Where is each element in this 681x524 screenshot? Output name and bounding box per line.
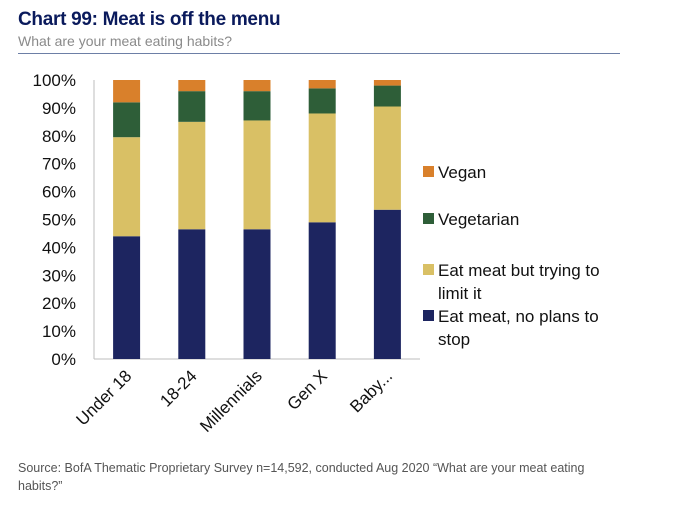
header-divider — [18, 53, 620, 54]
y-tick-label: 10% — [42, 322, 76, 341]
stacked-bar-chart: 0% 10% 20% 30% 40% 50% 60% 70% 80% 90% 100% Under 1… — [33, 71, 600, 436]
bar-segment-vegan — [113, 80, 141, 103]
bar-segment-meat-no-plans — [178, 229, 206, 359]
bar-segment-meat-no-plans — [373, 209, 401, 359]
chart-header: Chart 99: Meat is off the menu What are … — [18, 8, 618, 50]
legend-label: Vegan — [438, 163, 486, 182]
x-tick-label: Millennials — [196, 366, 266, 436]
legend-swatch — [423, 213, 434, 224]
bar-segment-vegetarian — [373, 85, 401, 107]
source-note: Source: BofA Thematic Proprietary Survey… — [18, 461, 585, 493]
bar-segment-vegan — [308, 80, 336, 89]
bar-segment-meat-no-plans — [243, 229, 271, 359]
y-tick-label: 0% — [51, 350, 76, 369]
bar-segment-vegan — [243, 80, 271, 92]
x-tick-label: 18-24 — [156, 366, 200, 410]
x-tick-label: Baby... — [346, 366, 396, 416]
y-tick-label: 90% — [42, 99, 76, 118]
legend-swatch — [423, 166, 434, 177]
bar-segment-meat-limit — [373, 106, 401, 210]
x-tick-label: Under 18 — [73, 366, 136, 429]
chart-title: Chart 99: Meat is off the menu — [18, 9, 281, 30]
bar-segment-vegetarian — [113, 102, 141, 138]
bar-segment-meat-no-plans — [113, 236, 141, 359]
legend-label: limit it — [438, 284, 482, 303]
y-tick-label: 100% — [33, 71, 76, 90]
legend-label: stop — [438, 330, 470, 349]
legend-swatch — [423, 264, 434, 275]
legend-label: Eat meat but trying to — [438, 261, 600, 280]
legend-swatch — [423, 310, 434, 321]
bar-segment-vegetarian — [243, 91, 271, 121]
bar-segment-vegetarian — [308, 88, 336, 114]
bar-segment-meat-limit — [113, 137, 141, 237]
y-tick-label: 40% — [42, 238, 76, 257]
bar-segment-vegan — [178, 80, 206, 92]
y-tick-label: 80% — [42, 127, 76, 146]
bar-segment-meat-limit — [308, 113, 336, 223]
y-tick-label: 60% — [42, 183, 76, 202]
y-tick-label: 30% — [42, 266, 76, 285]
bar-segment-meat-no-plans — [308, 222, 336, 359]
chart-subtitle: What are your meat eating habits? — [18, 33, 233, 49]
y-tick-label: 20% — [42, 294, 76, 313]
bar-segment-meat-limit — [243, 120, 271, 230]
legend-label: Eat meat, no plans to — [438, 307, 599, 326]
x-tick-label: Gen X — [284, 366, 332, 414]
bar-segment-vegan — [373, 80, 401, 86]
bar-segment-meat-limit — [178, 121, 206, 230]
y-tick-label: 50% — [42, 211, 76, 230]
y-tick-label: 70% — [42, 155, 76, 174]
legend-label: Vegetarian — [438, 210, 519, 229]
bar-segment-vegetarian — [178, 91, 206, 122]
